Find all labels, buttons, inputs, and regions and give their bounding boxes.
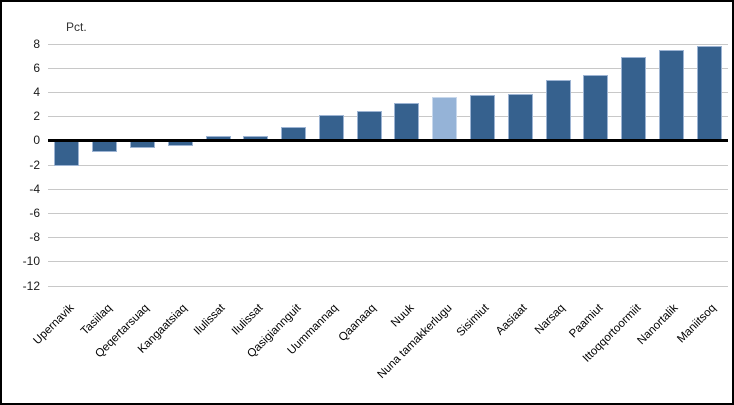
y-tick-label: 4 — [33, 84, 40, 99]
y-tick-label: -12 — [22, 278, 40, 293]
y-tick-label: -10 — [22, 254, 40, 269]
y-tick-label: 2 — [33, 109, 40, 124]
bar-nuna-tamakkerlugu — [432, 97, 458, 141]
bar-nuuk — [394, 103, 420, 141]
bar-tasiilaq — [92, 140, 118, 152]
y-tick-label: 0 — [33, 133, 40, 148]
y-axis-unit-label: Pct. — [66, 20, 87, 34]
zero-line — [48, 139, 728, 143]
y-tick-label: -2 — [29, 157, 40, 172]
bar-nanortalik — [658, 50, 684, 141]
gridline — [48, 67, 728, 69]
y-tick-label: -4 — [29, 181, 40, 196]
bar-maniitsoq — [696, 46, 722, 141]
gridline — [48, 116, 728, 118]
gridline — [48, 261, 728, 263]
y-tick-label: 8 — [33, 36, 40, 51]
y-tick-label: -8 — [29, 230, 40, 245]
bar-qaanaaq — [356, 110, 382, 141]
bar-sisimiut — [469, 94, 495, 141]
y-tick-label: -6 — [29, 205, 40, 220]
bar-paamiut — [583, 75, 609, 141]
bar-uummannaq — [318, 115, 344, 141]
gridline — [48, 164, 728, 166]
gridline — [48, 237, 728, 239]
gridline — [48, 188, 728, 190]
bar-upernavik — [54, 140, 80, 167]
gridline — [48, 43, 728, 45]
bar-ittoqqortoormiit — [621, 57, 647, 141]
x-axis-labels: Upernavik Tasiilaq Qeqertarsuaq Kangaatsiaq… — [31, 286, 728, 403]
gridline — [48, 91, 728, 93]
plot-area — [48, 43, 728, 287]
bar-aasiaat — [507, 93, 533, 141]
gridline — [48, 285, 728, 287]
y-tick-label: 6 — [33, 60, 40, 75]
bar-narsaq — [545, 80, 571, 141]
gridline — [48, 212, 728, 214]
